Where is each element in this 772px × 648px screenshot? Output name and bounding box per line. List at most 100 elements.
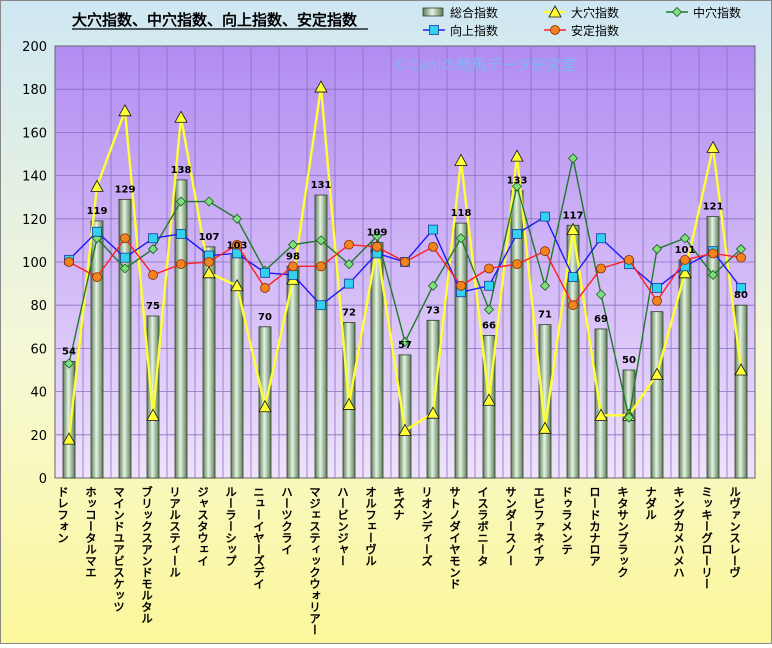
bar xyxy=(174,179,188,479)
bar xyxy=(454,222,468,479)
series-point xyxy=(512,259,522,270)
series-point xyxy=(623,412,635,423)
legend-marker xyxy=(671,6,683,18)
series-point xyxy=(62,432,76,445)
series-point xyxy=(652,295,662,306)
series-point xyxy=(371,231,383,242)
series-point xyxy=(316,261,326,272)
series-point xyxy=(568,272,578,283)
series-point xyxy=(456,280,466,291)
bar xyxy=(706,216,720,479)
bar-value-label: 119 xyxy=(87,206,108,217)
series-point xyxy=(595,289,607,300)
series-point xyxy=(428,224,438,235)
series-point xyxy=(202,265,216,279)
series-point xyxy=(455,233,467,244)
x-category-label: ルーラーシップ xyxy=(224,486,238,567)
series-point xyxy=(594,408,608,421)
x-category-label: ミッキーグローリー xyxy=(700,486,714,590)
series-point xyxy=(678,265,692,279)
x-category-label: ハーツクライ xyxy=(280,486,294,555)
series-point xyxy=(204,257,214,267)
series-point xyxy=(539,280,551,291)
series-point xyxy=(176,259,186,270)
series-point xyxy=(314,80,328,93)
bar-value-label: 109 xyxy=(367,228,388,239)
series-point xyxy=(344,278,354,289)
series-point xyxy=(316,300,326,311)
series-point xyxy=(679,233,691,244)
bar-value-label: 107 xyxy=(199,232,220,243)
y-tick-label: 0 xyxy=(39,472,47,487)
series-point xyxy=(203,196,215,207)
series-point xyxy=(428,241,438,252)
bar-value-label: 98 xyxy=(286,251,300,262)
bar-value-label: 118 xyxy=(451,208,472,219)
y-tick-label: 180 xyxy=(22,83,47,98)
y-tick-label: 40 xyxy=(30,386,47,401)
series-point xyxy=(540,246,550,257)
y-tick-label: 20 xyxy=(30,429,47,444)
series-point xyxy=(342,397,356,410)
bar-value-label: 138 xyxy=(171,165,192,176)
series-point xyxy=(399,336,411,347)
series-point xyxy=(148,233,158,244)
bar xyxy=(398,354,412,479)
x-category-label: オルフェーヴル xyxy=(364,486,378,567)
x-category-label: ドゥラメンテ xyxy=(560,486,574,555)
series-point xyxy=(288,261,298,272)
x-category-label: ドレフォン xyxy=(56,486,70,544)
bar-value-label: 69 xyxy=(594,314,608,325)
x-category-label: ナダル xyxy=(644,486,658,521)
series-point xyxy=(258,399,272,413)
series-point xyxy=(174,110,188,123)
series-point xyxy=(260,283,270,293)
series-point xyxy=(651,243,663,255)
y-tick-label: 60 xyxy=(30,342,47,357)
series-point xyxy=(232,239,242,250)
series-point xyxy=(540,211,550,222)
x-category-label: マインドユアビスケッツ xyxy=(112,486,126,613)
bar xyxy=(202,246,216,479)
x-category-label: サトノダイヤモンド xyxy=(448,486,462,590)
series-point xyxy=(64,257,74,267)
series-point xyxy=(708,248,718,259)
series-point xyxy=(398,423,412,436)
bar-value-label: 80 xyxy=(734,290,748,301)
bar-value-label: 50 xyxy=(622,355,636,366)
series-point xyxy=(680,254,690,265)
legend-marker xyxy=(550,25,560,35)
bar-value-label: 70 xyxy=(258,312,272,323)
series-point xyxy=(288,270,298,280)
x-category-label: ジャスタウェイ xyxy=(196,486,210,567)
bar-value-label: 54 xyxy=(62,346,76,357)
label-layer: 54 119 129 75 138 107 103 70 98 131 72 109 57 73 118 66… xyxy=(62,165,748,366)
series-point xyxy=(120,233,130,244)
x-category-label: サンダースノー xyxy=(504,486,518,567)
x-category-label: ブリックスアンドモルタル xyxy=(140,485,154,624)
x-category-label: リオンディーズ xyxy=(420,486,434,567)
y-tick-label: 120 xyxy=(22,213,47,228)
series-point xyxy=(510,149,524,162)
series-point xyxy=(119,263,131,274)
y-tick-label: 100 xyxy=(22,256,47,271)
series-point xyxy=(426,406,440,419)
series-point xyxy=(120,252,130,263)
series-point xyxy=(596,233,606,244)
series-point xyxy=(92,272,102,283)
series-point xyxy=(147,243,159,255)
bar xyxy=(678,259,692,479)
bar-value-label: 72 xyxy=(342,307,356,318)
x-category-label: ホッコータルマエ xyxy=(84,486,98,578)
series-point xyxy=(482,393,496,406)
bar-value-label: 57 xyxy=(398,340,412,351)
series-point xyxy=(596,263,606,274)
bar-value-label: 66 xyxy=(482,320,496,331)
series-point xyxy=(707,269,719,281)
bar-value-label: 103 xyxy=(227,241,248,252)
series-point xyxy=(624,254,634,265)
x-category-label: キングカメハメハ xyxy=(672,486,686,578)
x-category-label: キズナ xyxy=(392,486,406,521)
series-point xyxy=(372,241,382,252)
